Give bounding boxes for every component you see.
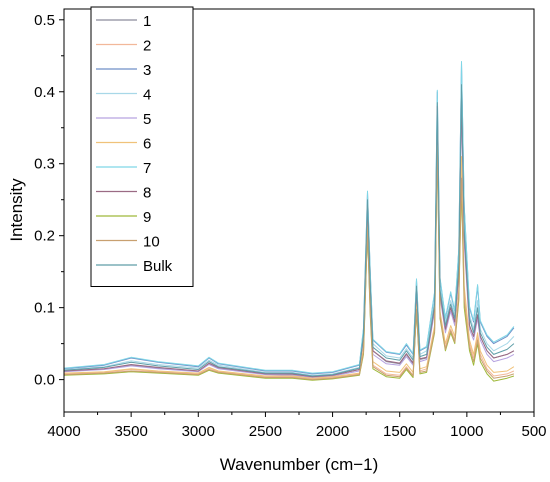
- x-tick-label: 2500: [249, 423, 282, 440]
- y-tick-label: 0.0: [34, 372, 55, 389]
- legend-label-10: 10: [143, 234, 160, 251]
- legend-label-6: 6: [143, 136, 151, 153]
- legend-label-5: 5: [143, 111, 151, 128]
- x-tick-label: 1000: [450, 423, 483, 440]
- y-tick-label: 0.1: [34, 300, 55, 317]
- x-axis: 4000 3500 3000 2500 2000 1500 1000 500: [47, 412, 547, 440]
- legend-label-8: 8: [143, 185, 151, 202]
- x-tick-label: 500: [521, 423, 546, 440]
- series-line-10: [63, 145, 515, 381]
- y-axis-title: Intensity: [7, 178, 26, 242]
- legend-label-1: 1: [143, 13, 151, 30]
- x-tick-label: 4000: [47, 423, 80, 440]
- legend-label-4: 4: [143, 87, 151, 104]
- x-tick-label: 3500: [114, 423, 147, 440]
- x-axis-title: Wavenumber (cm−1): [220, 455, 379, 474]
- series-layer: [63, 61, 515, 382]
- legend-box: [90, 6, 194, 287]
- x-tick-label: 1500: [383, 423, 416, 440]
- x-tick-label: 3000: [182, 423, 215, 440]
- legend-label-11: Bulk: [143, 258, 173, 275]
- legend: 1 2 3 4 5 6 7 8 9 10 Bulk: [90, 6, 194, 287]
- y-tick-label: 0.4: [34, 84, 55, 101]
- x-tick-label: 2000: [316, 423, 349, 440]
- y-tick-label: 0.5: [34, 12, 55, 29]
- legend-label-7: 7: [143, 160, 151, 177]
- series-line-11: [63, 84, 515, 377]
- legend-label-9: 9: [143, 209, 151, 226]
- y-tick-label: 0.2: [34, 228, 55, 245]
- legend-label-3: 3: [143, 62, 151, 79]
- y-axis: 0.0 0.1 0.2 0.3 0.4 0.5: [34, 12, 64, 389]
- y-tick-label: 0.3: [34, 156, 55, 173]
- legend-label-2: 2: [143, 38, 151, 55]
